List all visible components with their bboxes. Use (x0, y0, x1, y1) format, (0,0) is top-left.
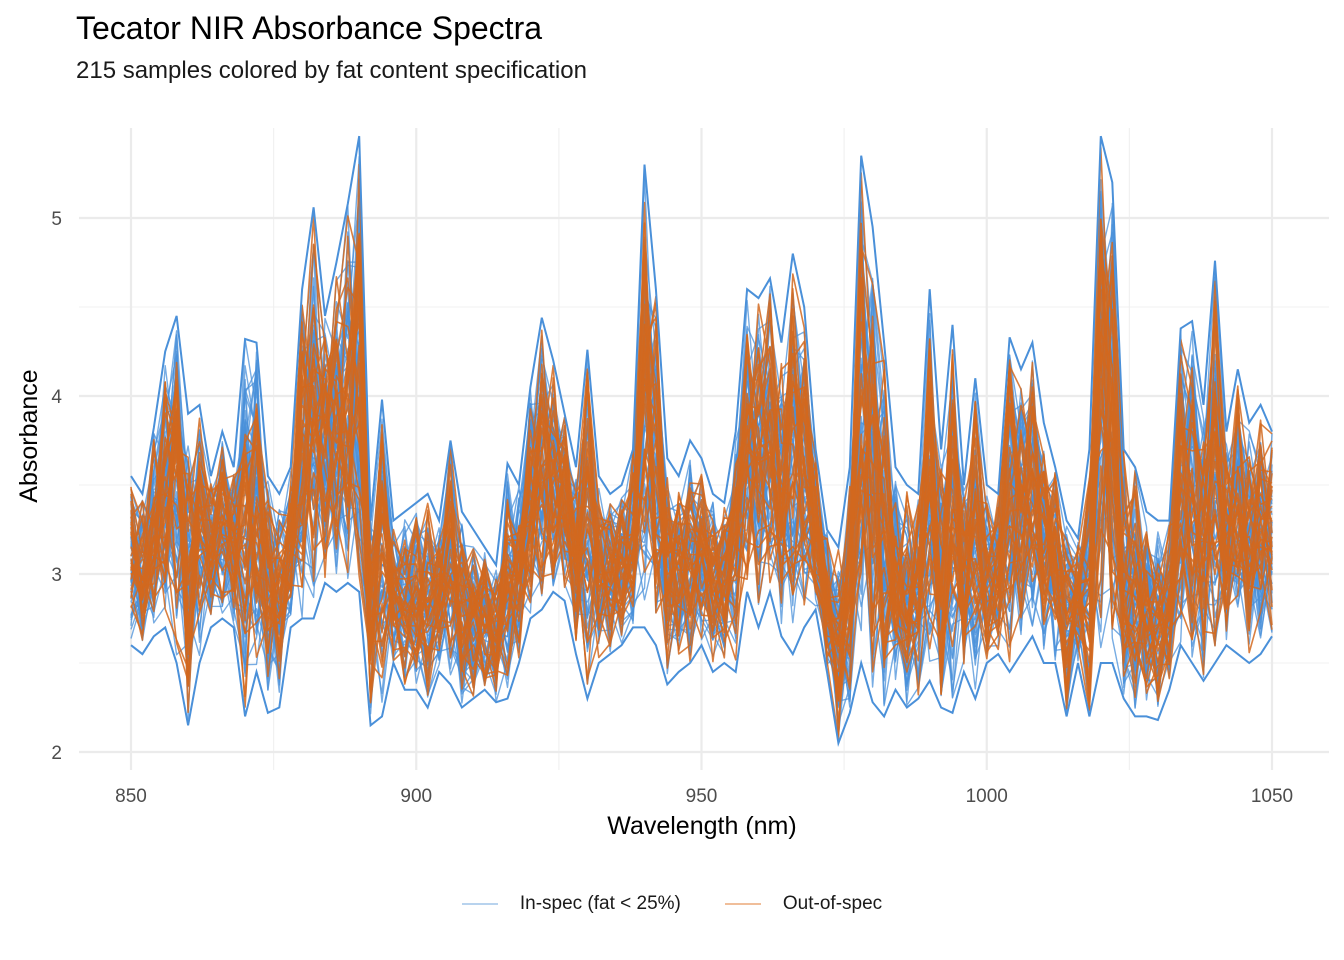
legend-item-in-spec[interactable]: In-spec (fat < 25%) (461, 893, 681, 915)
legend-label: Out-of-spec (782, 893, 883, 914)
legend: In-spec (fat < 25%) Out-of-spec (0, 893, 1344, 915)
y-axis-ticks: 2 3 4 5 (51, 209, 62, 764)
chart-title: Tecator NIR Absorbance Spectra (76, 10, 543, 46)
chart-subtitle: 215 samples colored by fat content speci… (76, 57, 587, 84)
spectra-lines (130, 135, 1273, 747)
spectrum-line-out-of-spec (130, 243, 1273, 696)
legend-key-line (724, 903, 761, 905)
x-axis-title: Wavelength (nm) (607, 812, 796, 840)
spectrum-line-out-of-spec (130, 315, 1273, 698)
y-tick-label: 2 (51, 743, 62, 764)
spectrum-envelope-upper (130, 135, 1273, 569)
spectrum-line-out-of-spec (130, 230, 1273, 703)
legend-label: In-spec (fat < 25%) (519, 893, 681, 914)
x-tick-label: 950 (686, 786, 718, 807)
spectrum-envelope-lower (130, 581, 1273, 747)
spectrum-line-out-of-spec (130, 303, 1273, 670)
y-tick-label: 5 (51, 209, 62, 230)
x-tick-label: 1000 (966, 786, 1008, 807)
y-tick-label: 3 (51, 565, 62, 586)
x-tick-label: 850 (115, 786, 147, 807)
y-axis-title: Absorbance (15, 369, 43, 502)
spectrum-line-out-of-spec (130, 241, 1273, 702)
y-tick-label: 4 (51, 387, 62, 408)
legend-item-out-of-spec[interactable]: Out-of-spec (724, 893, 883, 915)
x-axis-ticks: 850 900 950 1000 1050 (115, 786, 1293, 807)
legend-key-line (461, 903, 498, 905)
x-tick-label: 1050 (1251, 786, 1293, 807)
x-tick-label: 900 (400, 786, 432, 807)
